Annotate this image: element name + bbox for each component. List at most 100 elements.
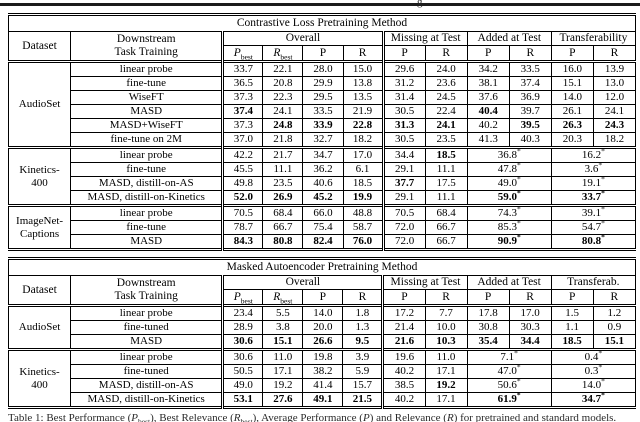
header-subcol: P	[550, 289, 594, 306]
value-cell: 0.3*	[550, 364, 637, 379]
value-cell: 10.3	[424, 334, 468, 350]
header-subcol: R	[424, 289, 468, 306]
value-cell: 16.0	[550, 60, 594, 77]
value-cell: 27.6	[262, 392, 304, 408]
value-cell: 78.7	[221, 220, 264, 235]
value-cell: 13.9	[592, 60, 637, 77]
mae-pretraining-table: Masked Autoencoder Pretraining Method Dat…	[7, 257, 637, 409]
value-cell: 40.3	[508, 132, 552, 148]
value-cell: 31.2	[381, 76, 426, 91]
value-cell: 11.1	[262, 162, 304, 177]
table-row: Kinetics- 400 linear probe 30.6 11.0 19.8 3.9 1…	[7, 348, 637, 408]
value-cell: 66.7	[424, 220, 468, 235]
header-subcol: R	[342, 289, 384, 306]
value-cell: 19.8	[302, 348, 344, 365]
value-cell: 24.3	[592, 118, 637, 133]
table-row: fine-tuned 28.9 3.8 20.0 1.3 21.4 10.0 30.8 30.3…	[9, 320, 637, 335]
value-cell: 11.0	[424, 348, 468, 365]
value-cell: 30.8	[466, 320, 510, 335]
value-cell: 42.2	[221, 146, 264, 163]
value-cell: 13.5	[342, 90, 384, 105]
value-cell: 49.8	[221, 176, 264, 191]
value-cell: 34.4	[508, 334, 552, 350]
value-cell: 53.1	[221, 392, 264, 408]
value-cell: 14.0	[302, 304, 344, 321]
caption-segment: best	[137, 417, 151, 422]
value-cell: 29.5	[302, 90, 344, 105]
value-cell: 17.8	[466, 304, 510, 321]
value-cell: 19.2	[424, 378, 468, 393]
value-cell: 28.0	[302, 60, 344, 77]
method-cell: fine-tune	[70, 220, 224, 235]
value-cell: 30.5	[381, 132, 426, 148]
value-cell: 17.0	[508, 304, 552, 321]
value-cell: 19.9	[342, 190, 384, 206]
value-cell: 20.0	[302, 320, 344, 335]
value-cell: 84.3	[221, 234, 264, 250]
header-row: Dataset Downstream Task Training Overall Mis…	[7, 275, 637, 306]
method-cell: MASD, distill-on-AS	[70, 378, 224, 393]
value-cell: 3.9	[342, 348, 384, 365]
value-cell: 70.5	[381, 204, 426, 221]
table-row: fine-tune on 2M 37.0 21.8 32.7 18.2 30.5 23.5 4…	[9, 132, 637, 148]
header-group-0: Overall	[221, 275, 384, 290]
value-cell: 38.2	[302, 364, 344, 379]
method-cell: fine-tuned	[70, 364, 224, 379]
table-title: Masked Autoencoder Pretraining Method	[8, 258, 636, 276]
header-subcol: R	[342, 45, 384, 62]
value-cell: 18.5	[424, 146, 468, 163]
value-cell: 3.8	[262, 320, 304, 335]
value-cell: 48.8	[342, 204, 384, 221]
value-cell: 18.2	[342, 132, 384, 148]
table-row: fine-tune 36.5 20.8 29.9 13.8 31.2 23.6 38.1 37.…	[9, 76, 637, 91]
header-group-3: Transferab.	[550, 275, 637, 290]
value-cell: 72.0	[381, 220, 426, 235]
value-cell: 22.1	[262, 60, 304, 77]
header-subcol: Pbest	[221, 45, 264, 62]
value-cell: 22.4	[424, 104, 468, 119]
value-cell: 45.5	[221, 162, 264, 177]
value-cell: 32.7	[302, 132, 344, 148]
value-cell: 45.2	[302, 190, 344, 206]
value-cell: 82.4	[302, 234, 344, 250]
value-cell: 33.5	[302, 104, 344, 119]
value-cell: 29.9	[302, 76, 344, 91]
method-cell: MASD	[70, 334, 224, 350]
value-cell: 24.8	[262, 118, 304, 133]
method-cell: MASD, distill-on-Kinetics	[70, 392, 224, 408]
value-cell: 15.1	[592, 334, 637, 350]
table-title-row: Masked Autoencoder Pretraining Method	[8, 258, 636, 276]
method-cell: MASD, distill-on-Kinetics	[70, 190, 224, 206]
header-subcol: P	[466, 45, 510, 62]
value-cell: 21.6	[381, 334, 426, 350]
value-cell: 17.1	[262, 364, 304, 379]
table-row: AudioSet linear probe 33.7 22.1 28.0 15.0 29.6…	[7, 60, 637, 148]
value-cell: 70.5	[221, 204, 264, 221]
value-cell: 37.7	[381, 176, 426, 191]
value-cell: 11.1	[424, 190, 468, 206]
contrastive-pretraining-table-wrap: Contrastive Loss Pretraining Method Datas…	[7, 13, 637, 251]
value-cell: 26.6	[302, 334, 344, 350]
table-row: WiseFT 37.3 22.3 29.5 13.5 31.4 24.5 37.6 36.9 14…	[9, 90, 637, 105]
value-cell: 40.2	[381, 392, 426, 408]
value-cell: 15.1	[550, 76, 594, 91]
header-subcol: R	[508, 45, 552, 62]
header-row: Dataset Downstream Task Training Overall Mis…	[7, 31, 637, 62]
contrastive-pretraining-table: Contrastive Loss Pretraining Method Datas…	[7, 13, 637, 251]
value-cell: 33.9	[302, 118, 344, 133]
dataset-cell: Kinetics- 400	[7, 146, 72, 206]
value-cell: 21.4	[381, 320, 426, 335]
caption-segment: R	[233, 412, 241, 422]
method-cell: MASD	[70, 104, 224, 119]
value-cell: 15.0	[342, 60, 384, 77]
value-cell: 22.3	[262, 90, 304, 105]
method-cell: linear probe	[70, 204, 224, 221]
value-cell: 50.5	[221, 364, 264, 379]
value-cell: 33.7	[221, 60, 264, 77]
value-cell: 49.0*	[466, 176, 552, 191]
value-cell: 14.0	[550, 90, 594, 105]
value-cell: 66.0	[302, 204, 344, 221]
value-cell: 5.9	[342, 364, 384, 379]
header-dataset: Dataset	[7, 275, 72, 306]
header-group-2: Added at Test	[466, 31, 552, 46]
